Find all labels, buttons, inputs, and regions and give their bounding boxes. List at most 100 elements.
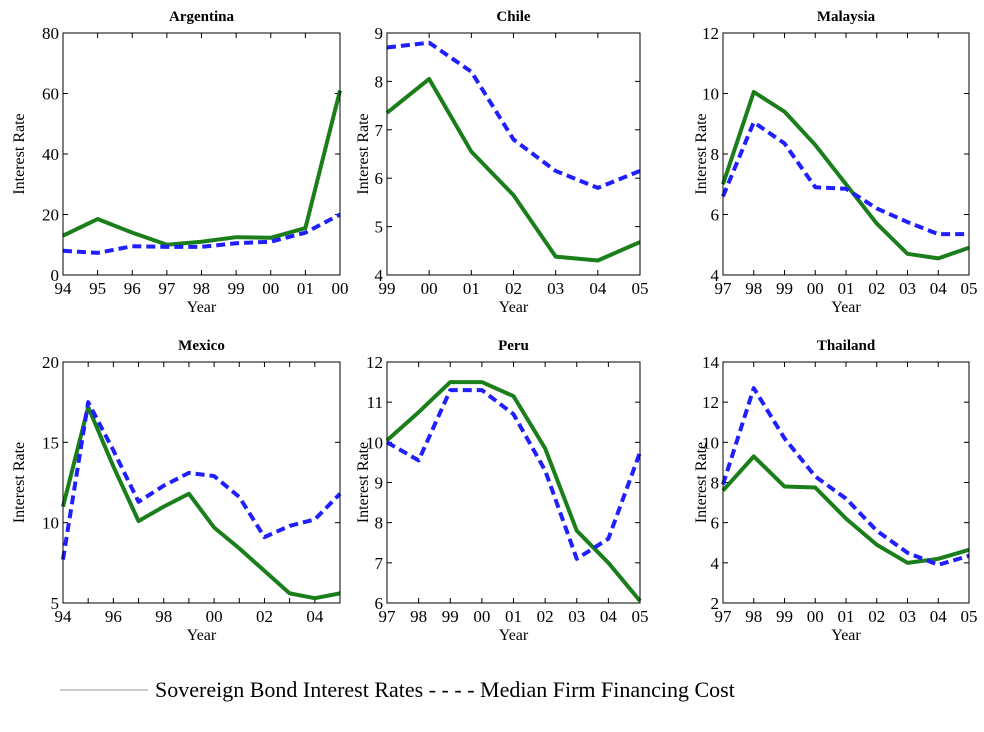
- y-tick-label: 9: [375, 24, 384, 43]
- y-tick-label: 6: [711, 206, 720, 225]
- y-tick-label: 60: [42, 85, 59, 104]
- y-tick-label: 10: [702, 85, 719, 104]
- x-tick-label: 95: [89, 279, 106, 298]
- subplot-title: Chile: [496, 9, 531, 25]
- y-tick-label: 8: [711, 145, 720, 164]
- x-tick-label: 94: [55, 607, 73, 626]
- y-tick-label: 6: [375, 594, 384, 613]
- x-tick-label: 00: [807, 279, 824, 298]
- y-tick-label: 2: [711, 594, 720, 613]
- y-tick-label: 40: [42, 145, 59, 164]
- x-tick-label: 05: [632, 607, 649, 626]
- y-tick-label: 0: [51, 266, 60, 285]
- plot-frame: [62, 32, 341, 276]
- x-tick-label: 98: [155, 607, 172, 626]
- x-tick-label: 05: [632, 279, 649, 298]
- x-tick-label: 05: [961, 279, 978, 298]
- x-tick-label: 00: [262, 279, 279, 298]
- x-tick-label: 00: [807, 607, 824, 626]
- y-tick-label: 12: [702, 24, 719, 43]
- x-tick-label: 01: [297, 279, 314, 298]
- y-tick-label: 4: [711, 266, 720, 285]
- x-tick-label: 97: [715, 279, 733, 298]
- x-axis-label: Year: [499, 627, 529, 644]
- y-tick-label: 15: [42, 433, 59, 452]
- y-axis-label: Interest Rate: [693, 442, 710, 523]
- x-tick-label: 04: [930, 279, 948, 298]
- x-tick-label: 99: [776, 607, 793, 626]
- subplot-title: Mexico: [178, 338, 225, 354]
- series-line: [386, 388, 642, 561]
- x-axis-label: Year: [187, 627, 217, 644]
- x-axis-label: Year: [831, 627, 861, 644]
- x-tick-label: 96: [124, 279, 141, 298]
- x-tick-label: 02: [868, 279, 885, 298]
- y-tick-label: 10: [42, 514, 59, 533]
- series-line: [386, 40, 641, 190]
- x-tick-label: 02: [537, 607, 554, 626]
- x-tick-label: 99: [776, 279, 793, 298]
- y-tick-label: 6: [711, 514, 720, 533]
- x-axis-label: Year: [831, 299, 861, 316]
- y-tick-label: 10: [702, 433, 719, 452]
- series-line: [62, 212, 341, 255]
- x-tick-label: 97: [715, 607, 733, 626]
- y-tick-label: 11: [367, 393, 383, 412]
- plot-frame: [62, 361, 341, 604]
- x-tick-label: 02: [505, 279, 522, 298]
- y-tick-label: 14: [702, 353, 720, 372]
- x-tick-label: 94: [55, 279, 73, 298]
- x-tick-label: 98: [745, 279, 762, 298]
- y-tick-label: 12: [702, 393, 719, 412]
- x-tick-label: 01: [463, 279, 480, 298]
- x-tick-label: 99: [379, 279, 396, 298]
- y-tick-label: 6: [375, 169, 384, 188]
- y-axis-label: Interest Rate: [355, 442, 372, 523]
- x-tick-label: 04: [589, 279, 607, 298]
- y-tick-label: 20: [42, 206, 59, 225]
- y-tick-label: 7: [375, 121, 384, 140]
- x-tick-label: 99: [442, 607, 459, 626]
- x-axis-label: Year: [499, 299, 529, 316]
- x-tick-label: 98: [745, 607, 762, 626]
- x-tick-label: 98: [193, 279, 210, 298]
- x-tick-label: 00: [473, 607, 490, 626]
- y-axis-label: Interest Rate: [11, 113, 28, 194]
- x-tick-label: 00: [421, 279, 438, 298]
- x-tick-label: 04: [930, 607, 948, 626]
- subplot-title: Thailand: [817, 338, 876, 354]
- y-tick-label: 20: [42, 353, 59, 372]
- x-tick-label: 01: [505, 607, 522, 626]
- y-tick-label: 8: [375, 514, 384, 533]
- x-tick-label: 02: [868, 607, 885, 626]
- y-tick-label: 10: [366, 433, 383, 452]
- x-tick-label: 04: [600, 607, 618, 626]
- x-tick-label: 97: [158, 279, 176, 298]
- y-axis-label: Interest Rate: [355, 113, 372, 194]
- y-tick-label: 80: [42, 24, 59, 43]
- subplot-title: Peru: [498, 338, 529, 354]
- series-line: [721, 89, 970, 261]
- y-tick-label: 12: [366, 353, 383, 372]
- x-axis-label: Year: [187, 299, 217, 316]
- x-tick-label: 00: [332, 279, 349, 298]
- x-tick-label: 04: [306, 607, 324, 626]
- y-axis-label: Interest Rate: [693, 113, 710, 194]
- series-line: [61, 400, 342, 560]
- x-tick-label: 03: [899, 607, 916, 626]
- series-line: [62, 89, 342, 247]
- subplot-title: Argentina: [169, 9, 234, 25]
- y-tick-label: 8: [375, 72, 384, 91]
- x-tick-label: 98: [410, 607, 427, 626]
- series-line: [721, 386, 970, 567]
- x-tick-label: 01: [838, 607, 855, 626]
- x-tick-label: 03: [547, 279, 564, 298]
- y-tick-label: 5: [51, 594, 60, 613]
- y-tick-label: 7: [375, 554, 384, 573]
- series-line: [61, 404, 341, 601]
- series-line: [721, 120, 969, 237]
- series-line: [721, 454, 970, 565]
- y-tick-label: 9: [375, 474, 384, 493]
- x-tick-label: 99: [228, 279, 245, 298]
